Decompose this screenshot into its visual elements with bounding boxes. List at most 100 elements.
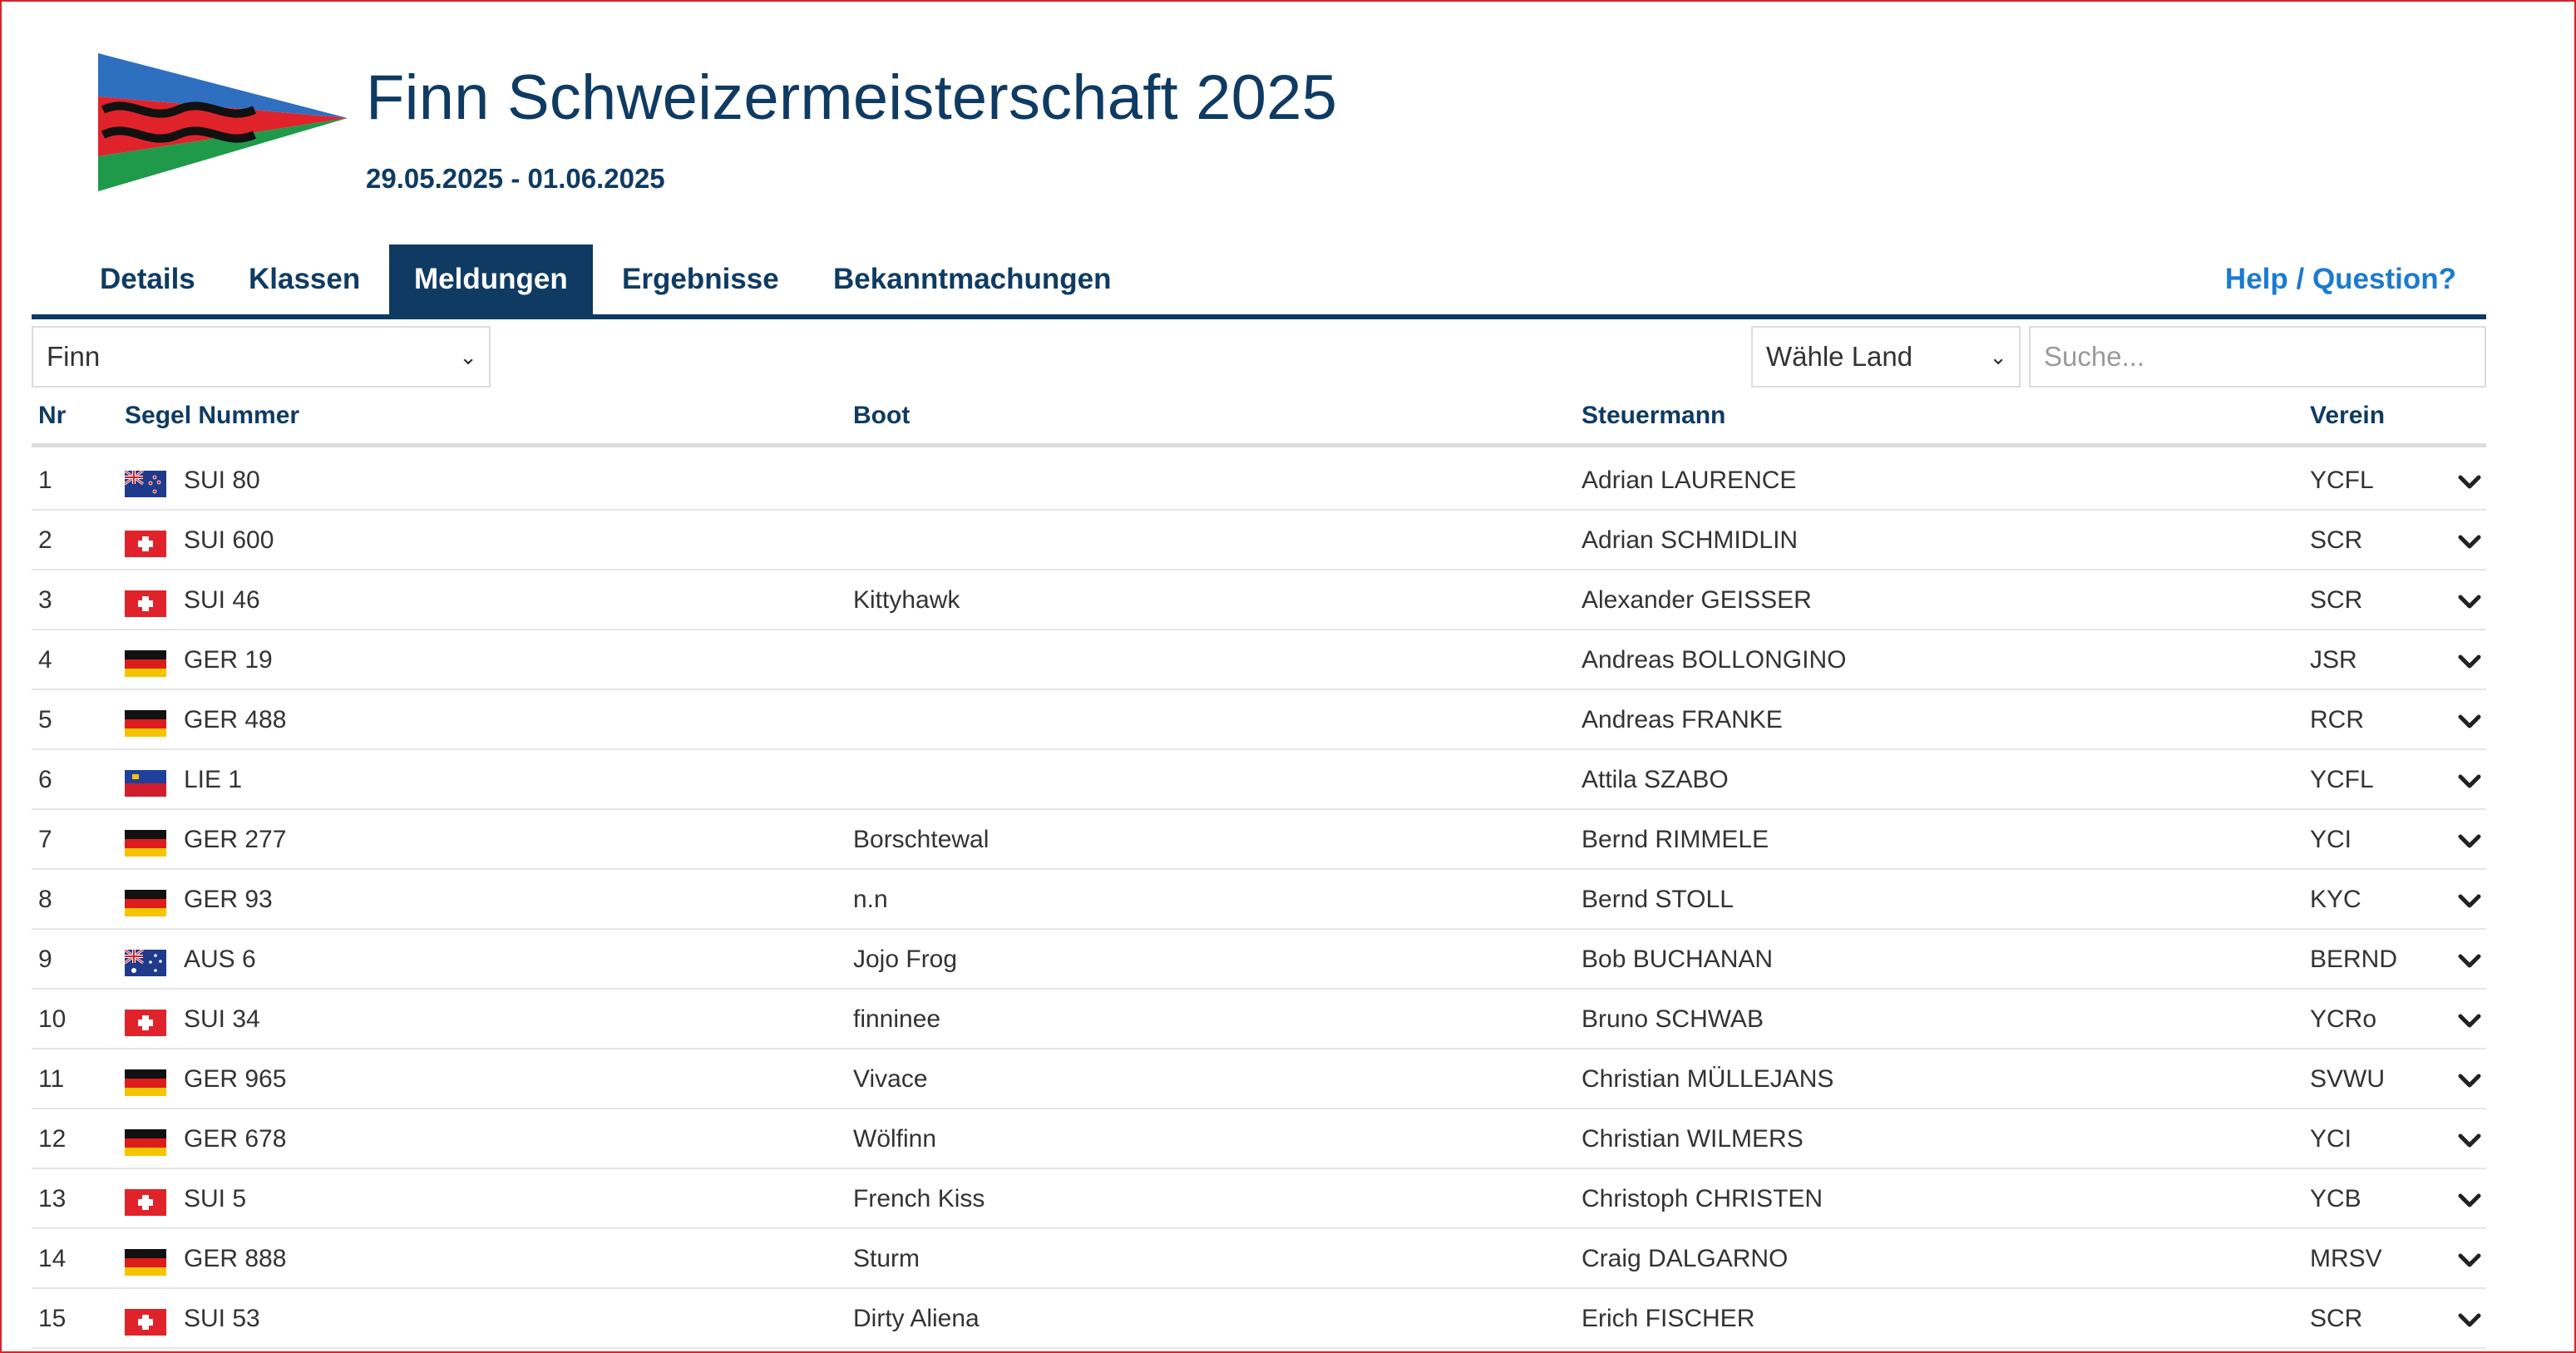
entry-sail-number: SUI 46 bbox=[184, 586, 260, 614]
au-flag-icon bbox=[125, 950, 166, 976]
class-select[interactable]: Finn ⌄ bbox=[32, 326, 491, 388]
entry-boat: Kittyhawk bbox=[853, 586, 960, 614]
entry-nr: 4 bbox=[38, 646, 52, 674]
entry-nr: 10 bbox=[38, 1005, 67, 1033]
table-row[interactable]: 10 SUI 34 finninee Bruno SCHWAB YCRo bbox=[32, 990, 2486, 1049]
entry-nr: 12 bbox=[38, 1125, 67, 1153]
chevron-down-icon[interactable] bbox=[2456, 589, 2483, 614]
chevron-down-icon[interactable] bbox=[2456, 768, 2483, 793]
entry-boat: Vivace bbox=[853, 1065, 928, 1093]
entry-nr: 1 bbox=[38, 467, 52, 494]
chevron-down-icon[interactable] bbox=[2456, 1128, 2483, 1153]
entry-helm: Bob BUCHANAN bbox=[1582, 946, 1774, 973]
search-input[interactable]: Suche... bbox=[2029, 326, 2486, 388]
entry-boat: Dirty Aliena bbox=[853, 1305, 980, 1332]
de-flag-icon bbox=[125, 710, 166, 737]
entry-helm: Christian MÜLLEJANS bbox=[1582, 1065, 1834, 1093]
table-row[interactable]: 5 GER 488 Andreas FRANKE RCR bbox=[32, 690, 2486, 750]
entry-helm: Craig DALGARNO bbox=[1582, 1245, 1789, 1272]
entry-sail-number: SUI 34 bbox=[184, 1005, 260, 1033]
entry-club: YCFL bbox=[2310, 766, 2374, 793]
chevron-down-icon[interactable] bbox=[2456, 1247, 2483, 1272]
table-row[interactable]: 7 GER 277 Borschtewal Bernd RIMMELE YCI bbox=[32, 810, 2486, 870]
chevron-down-icon[interactable] bbox=[2456, 1068, 2483, 1093]
table-row[interactable]: 9 AUS 6 Jojo Frog Bob BUCHANAN BERND bbox=[32, 930, 2486, 990]
entry-nr: 2 bbox=[38, 526, 52, 554]
chevron-down-icon[interactable] bbox=[2456, 529, 2483, 554]
entry-nr: 6 bbox=[38, 766, 52, 793]
chevron-down-icon[interactable] bbox=[2456, 1188, 2483, 1212]
entry-sail-number: GER 93 bbox=[184, 886, 273, 913]
entry-sail-number: LIE 1 bbox=[184, 766, 243, 793]
country-select[interactable]: Wähle Land ⌄ bbox=[1751, 326, 2021, 388]
table-row[interactable]: 13 SUI 5 French Kiss Christoph CHRISTEN YCB bbox=[32, 1169, 2486, 1229]
nz-flag-icon bbox=[125, 471, 166, 497]
ch-flag-icon bbox=[125, 590, 166, 617]
chevron-down-icon[interactable] bbox=[2456, 888, 2483, 913]
table-row[interactable]: 6 LIE 1 Attila SZABO YCFL bbox=[32, 750, 2486, 810]
chevron-down-icon[interactable] bbox=[2456, 709, 2483, 733]
entry-helm: Christian WILMERS bbox=[1582, 1125, 1804, 1153]
de-flag-icon bbox=[125, 1249, 166, 1276]
event-logo bbox=[98, 53, 348, 191]
de-flag-icon bbox=[125, 1129, 166, 1156]
column-header-helm[interactable]: Steuermann bbox=[1582, 402, 1726, 429]
entry-boat: Borschtewal bbox=[853, 826, 989, 853]
ch-flag-icon bbox=[125, 1010, 166, 1036]
entry-club: YCI bbox=[2310, 826, 2352, 853]
chevron-down-icon[interactable] bbox=[2456, 469, 2483, 494]
entry-club: BERND bbox=[2310, 946, 2398, 973]
entry-sail-number: SUI 5 bbox=[184, 1185, 247, 1212]
table-row[interactable]: 15 SUI 53 Dirty Aliena Erich FISCHER SCR bbox=[32, 1289, 2486, 1349]
chevron-down-icon: ⌄ bbox=[1989, 344, 2007, 369]
entry-helm: Andreas FRANKE bbox=[1582, 706, 1783, 733]
ch-flag-icon bbox=[125, 1189, 166, 1216]
chevron-down-icon[interactable] bbox=[2456, 1307, 2483, 1332]
entry-club: MRSV bbox=[2310, 1245, 2382, 1272]
table-row[interactable]: 4 GER 19 Andreas BOLLONGINO JSR bbox=[32, 630, 2486, 690]
entry-nr: 5 bbox=[38, 706, 52, 733]
tab-bekanntmachungen[interactable]: Bekanntmachungen bbox=[833, 263, 1112, 295]
column-header-boat[interactable]: Boot bbox=[853, 402, 910, 429]
column-header-club[interactable]: Verein bbox=[2310, 402, 2386, 429]
table-row[interactable]: 8 GER 93 n.n Bernd STOLL KYC bbox=[32, 870, 2486, 930]
table-row[interactable]: 11 GER 965 Vivace Christian MÜLLEJANS SVWU bbox=[32, 1049, 2486, 1109]
entry-helm: Christoph CHRISTEN bbox=[1582, 1185, 1823, 1212]
chevron-down-icon[interactable] bbox=[2456, 828, 2483, 853]
entry-club: KYC bbox=[2310, 886, 2361, 913]
table-row[interactable]: 14 GER 888 Sturm Craig DALGARNO MRSV bbox=[32, 1229, 2486, 1289]
ch-flag-icon bbox=[125, 1309, 166, 1336]
tab-details[interactable]: Details bbox=[100, 263, 195, 295]
country-select-value: Wähle Land bbox=[1766, 341, 1913, 372]
entry-helm: Adrian LAURENCE bbox=[1582, 467, 1797, 494]
class-select-value: Finn bbox=[47, 341, 101, 372]
chevron-down-icon[interactable] bbox=[2456, 1008, 2483, 1033]
table-row[interactable]: 2 SUI 600 Adrian SCHMIDLIN SCR bbox=[32, 511, 2486, 570]
chevron-down-icon[interactable] bbox=[2456, 649, 2483, 674]
entry-nr: 3 bbox=[38, 586, 52, 614]
table-header: Nr Segel Nummer Boot Steuermann Verein bbox=[32, 393, 2486, 447]
de-flag-icon bbox=[125, 830, 166, 857]
de-flag-icon bbox=[125, 890, 166, 916]
entry-club: YCI bbox=[2310, 1125, 2352, 1153]
chevron-down-icon[interactable] bbox=[2456, 948, 2483, 973]
table-row[interactable]: 3 SUI 46 Kittyhawk Alexander GEISSER SCR bbox=[32, 570, 2486, 630]
tab-ergebnisse[interactable]: Ergebnisse bbox=[622, 263, 779, 295]
entry-club: SCR bbox=[2310, 526, 2363, 554]
tab-meldungen[interactable]: Meldungen bbox=[389, 244, 593, 314]
entry-boat: finninee bbox=[853, 1005, 941, 1033]
help-link[interactable]: Help / Question? bbox=[2224, 263, 2456, 295]
table-row[interactable]: 12 GER 678 Wölfinn Christian WILMERS YCI bbox=[32, 1109, 2486, 1169]
de-flag-icon bbox=[125, 650, 166, 677]
entries-table: 1 SUI 80 Adrian LAURENCE YCFL 2 SUI 600 Adrian… bbox=[32, 451, 2486, 1349]
column-header-sail-number[interactable]: Segel Nummer bbox=[125, 402, 300, 429]
li-flag-icon bbox=[125, 770, 166, 797]
entry-boat: French Kiss bbox=[853, 1185, 985, 1212]
table-row[interactable]: 1 SUI 80 Adrian LAURENCE YCFL bbox=[32, 451, 2486, 511]
column-header-nr[interactable]: Nr bbox=[38, 402, 67, 429]
entry-club: YCB bbox=[2310, 1185, 2361, 1212]
tab-klassen[interactable]: Klassen bbox=[249, 263, 361, 295]
entry-sail-number: GER 888 bbox=[184, 1245, 287, 1272]
search-placeholder: Suche... bbox=[2044, 341, 2145, 372]
